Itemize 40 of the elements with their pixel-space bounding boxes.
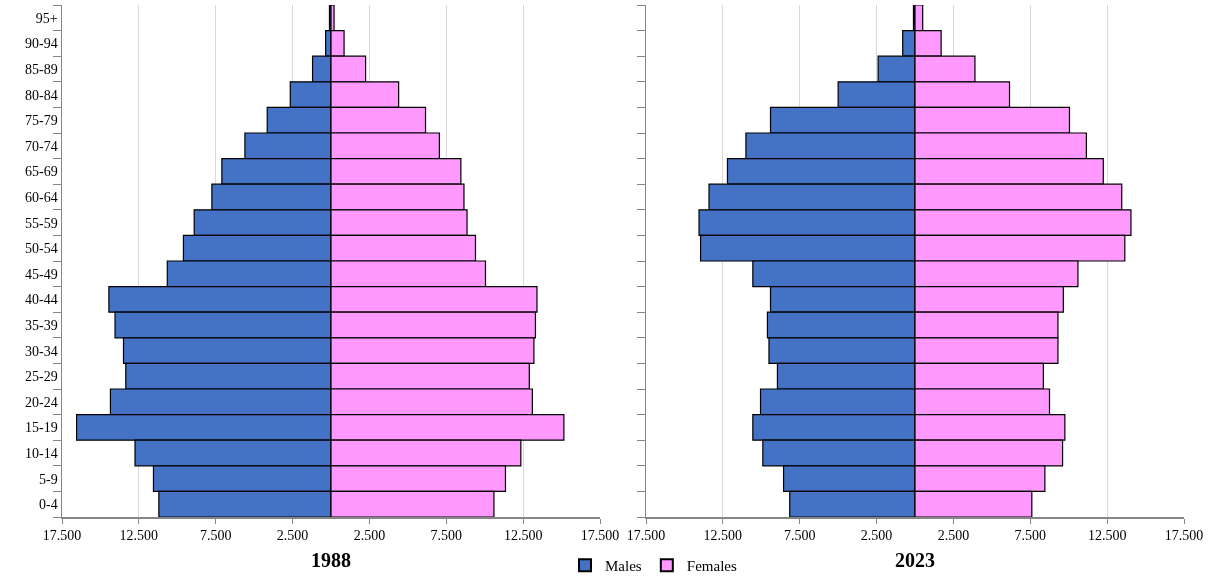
x-tick-label: 7.500 (199, 528, 232, 544)
x-tick-label: 17.500 (626, 528, 666, 544)
y-tick-label: 15-19 (25, 420, 58, 436)
y-tick-label: 80-84 (25, 87, 58, 103)
x-tick-label: 7.500 (1014, 528, 1047, 544)
x-tick-label: 7.500 (430, 528, 463, 544)
legend-label: Males (605, 558, 642, 575)
y-tick-label: 30-34 (25, 343, 58, 359)
legend-label: Females (686, 558, 737, 575)
y-tick-label: 0-4 (39, 497, 58, 513)
y-tick-label: 5-9 (39, 471, 58, 487)
x-tick-label: 17.500 (1164, 528, 1204, 544)
y-tick-label: 25-29 (25, 369, 58, 385)
y-tick-label: 60-64 (25, 189, 58, 205)
x-tick-label: 2.500 (353, 528, 386, 544)
y-tick-label: 85-89 (25, 61, 58, 77)
x-tick-label: 17.500 (580, 528, 620, 544)
x-tick-label: 17.500 (42, 528, 82, 544)
y-tick-label: 35-39 (25, 317, 58, 333)
x-tick-label: 2.500 (276, 528, 309, 544)
y-tick-label: 95+ (35, 10, 58, 26)
y-tick-label: 40-44 (25, 292, 58, 308)
y-tick-label: 50-54 (25, 241, 58, 257)
x-tick-label: 12.500 (1087, 528, 1127, 544)
y-tick-label: 55-59 (25, 215, 58, 231)
x-tick-label: 7.500 (783, 528, 816, 544)
x-tick-label: 2.500 (937, 528, 970, 544)
x-tick-label: 12.500 (503, 528, 543, 544)
y-tick-label: 90-94 (25, 36, 58, 52)
x-tick-label: 12.500 (703, 528, 743, 544)
x-tick-label: 12.500 (119, 528, 159, 544)
x-axis-title: 1988 (311, 549, 351, 571)
y-tick-label: 45-49 (25, 266, 58, 282)
y-tick-label: 70-74 (25, 138, 58, 154)
y-tick-label: 20-24 (25, 394, 58, 410)
x-axis-title: 2023 (895, 549, 935, 571)
x-tick-label: 2.500 (860, 528, 893, 544)
y-tick-label: 10-14 (25, 445, 58, 461)
y-tick-label: 75-79 (25, 113, 58, 129)
y-tick-label: 65-69 (25, 164, 58, 180)
